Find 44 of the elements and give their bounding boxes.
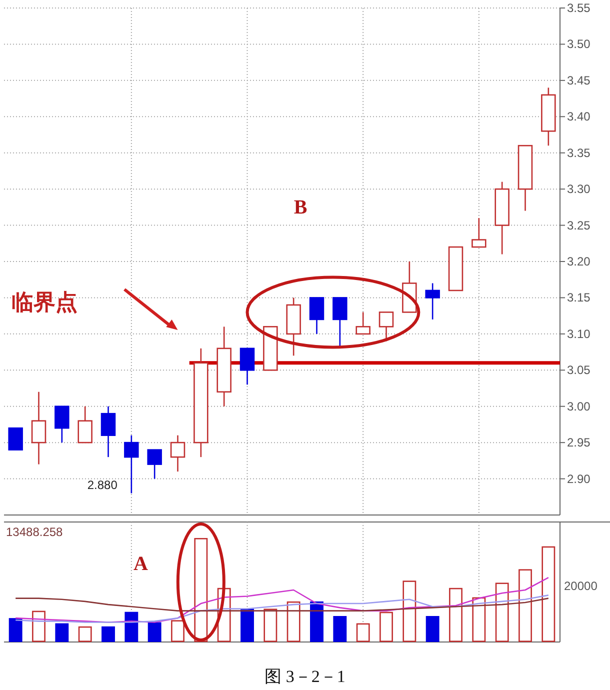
bar bbox=[8, 618, 22, 642]
bar bbox=[78, 626, 92, 642]
bar bbox=[171, 620, 184, 642]
y-tick-label: 3.40 bbox=[567, 110, 591, 124]
y-tick-label: 3.25 bbox=[567, 218, 591, 232]
y-tick-label: 3.15 bbox=[567, 290, 591, 305]
text: 20000 bbox=[564, 579, 598, 593]
annotation: 临界点 bbox=[12, 290, 78, 315]
y-tick-label: 3.50 bbox=[567, 37, 591, 52]
y-tick-label: 3.30 bbox=[567, 182, 591, 196]
annotation: 13488.258 bbox=[6, 525, 64, 539]
annotation: B bbox=[294, 196, 308, 218]
bar bbox=[310, 601, 324, 642]
bar bbox=[55, 623, 69, 642]
y-tick-label: 3.35 bbox=[567, 146, 591, 160]
bar bbox=[124, 612, 138, 642]
bar bbox=[380, 612, 393, 642]
caption: 图 3－2－1 bbox=[264, 667, 346, 686]
y-tick-label: 3.05 bbox=[567, 363, 591, 378]
y-tick-label: 3.55 bbox=[567, 1, 591, 15]
y-tick-label: 2.95 bbox=[567, 436, 591, 450]
y-tick-label: 3.10 bbox=[567, 326, 591, 341]
bar bbox=[194, 538, 208, 642]
bar bbox=[240, 608, 254, 642]
annotation: A bbox=[133, 553, 148, 575]
bar bbox=[264, 608, 278, 642]
bar bbox=[518, 569, 532, 642]
bar bbox=[402, 580, 416, 642]
bar bbox=[148, 622, 162, 642]
bar bbox=[472, 597, 486, 642]
y-tick-label: 3.20 bbox=[567, 254, 591, 268]
bar bbox=[32, 610, 46, 642]
y-tick-label: 2.90 bbox=[567, 472, 591, 486]
bar bbox=[356, 623, 370, 642]
y-tick-label: 3.45 bbox=[567, 73, 591, 88]
bar bbox=[449, 588, 462, 642]
bar bbox=[426, 616, 440, 642]
bar bbox=[286, 601, 300, 642]
bar bbox=[542, 546, 556, 642]
annotation: 2.880 bbox=[87, 478, 118, 492]
bar bbox=[333, 616, 347, 642]
bar bbox=[102, 626, 115, 642]
bar bbox=[495, 582, 509, 642]
y-tick-label: 3.00 bbox=[567, 399, 591, 414]
